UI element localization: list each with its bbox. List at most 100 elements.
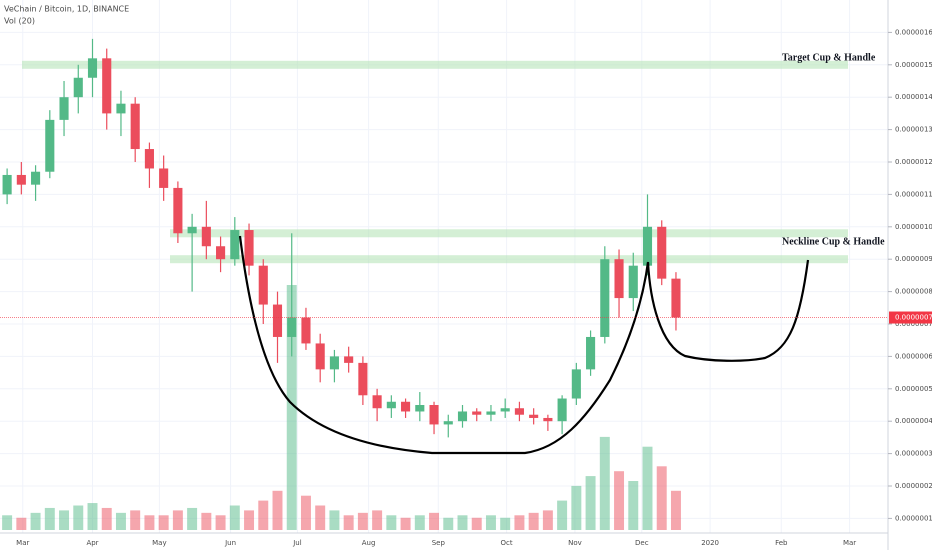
candle-body	[586, 336, 596, 370]
candle-body	[258, 265, 268, 305]
volume-bar	[2, 515, 13, 530]
zone	[170, 229, 848, 238]
x-tick-label: Apr	[86, 539, 98, 547]
volume-bar	[329, 510, 340, 530]
candle-body	[642, 226, 653, 266]
volume-bar	[357, 512, 368, 530]
candle-body	[73, 77, 83, 98]
candle-body	[344, 356, 354, 363]
zone	[22, 60, 848, 69]
candle-body	[187, 226, 197, 234]
volume-label: Vol (20)	[4, 17, 35, 26]
volume-bar	[585, 476, 596, 530]
candle-body	[543, 417, 553, 422]
annotation: Neckline Cup & Handle	[782, 236, 885, 247]
zone	[170, 255, 848, 264]
volume-pane	[2, 285, 681, 530]
zones	[22, 60, 848, 264]
y-tick-label: 0.00000160	[895, 28, 932, 36]
volume-bar	[656, 466, 667, 530]
volume-bar	[457, 515, 468, 530]
candle-body	[130, 103, 140, 150]
candle-body	[628, 265, 638, 299]
candle-body	[59, 97, 69, 120]
volume-bar	[101, 507, 112, 530]
candle-body	[386, 401, 396, 409]
chart-title: VeChain / Bitcoin, 1D, BINANCE	[4, 5, 129, 14]
volume-bar	[571, 485, 582, 530]
candle-body	[87, 58, 98, 78]
volume-bar	[244, 510, 255, 530]
volume-bar	[30, 512, 41, 530]
candle-body	[244, 230, 254, 266]
candle-body	[201, 226, 211, 247]
candle-body	[443, 421, 453, 425]
candle-body	[514, 408, 524, 415]
x-tick-label: Nov	[568, 539, 582, 547]
volume-bar	[500, 517, 511, 530]
volume-bar	[286, 285, 297, 530]
volume-bar	[115, 512, 126, 530]
candle-body	[372, 395, 382, 409]
volume-bar	[187, 507, 198, 530]
volume-bar	[73, 505, 84, 530]
candle-body	[329, 356, 339, 370]
volume-bar	[429, 512, 440, 530]
volume-bar	[557, 500, 568, 530]
candle-body	[571, 369, 581, 399]
volume-bar	[44, 507, 55, 530]
candle-body	[358, 362, 368, 396]
volume-bar	[315, 505, 326, 530]
candle-body	[457, 411, 468, 422]
x-tick-label: Feb	[775, 539, 788, 547]
volume-bar	[272, 490, 283, 530]
candle-body	[671, 278, 681, 318]
volume-bar	[628, 481, 639, 530]
volume-bar	[16, 517, 27, 530]
candle-body	[429, 405, 439, 425]
annotation: Target Cup & Handle	[782, 52, 876, 63]
candle-body	[301, 317, 311, 344]
candle-body	[31, 171, 41, 185]
volume-bar	[414, 515, 425, 530]
x-tick-label: Jun	[224, 539, 236, 547]
volume-bar	[300, 495, 311, 530]
candle-body	[16, 174, 26, 185]
candle-body	[529, 414, 539, 418]
volume-bar	[642, 446, 653, 530]
x-tick-label: Mar	[843, 539, 856, 547]
last-price-label: 0.00000072	[895, 314, 932, 322]
candle-body	[600, 259, 610, 337]
volume-bar	[514, 515, 525, 530]
volume-bar	[485, 515, 496, 530]
volume-bar	[172, 510, 183, 530]
volume-bar	[215, 515, 226, 530]
volume-bar	[372, 510, 383, 530]
volume-bar	[400, 517, 411, 530]
candle-body	[401, 401, 411, 412]
candle-body	[45, 119, 55, 172]
volume-bar	[229, 505, 240, 530]
volume-bar	[599, 436, 610, 530]
candle-body	[230, 230, 240, 260]
candle-body	[173, 187, 183, 234]
volume-bar	[670, 490, 681, 530]
volume-bar	[614, 471, 625, 530]
volume-bar	[258, 500, 269, 530]
volume-bar	[443, 517, 454, 530]
volume-bar	[59, 510, 70, 530]
volume-bar	[130, 510, 141, 530]
x-tick-label: Mar	[16, 539, 29, 547]
